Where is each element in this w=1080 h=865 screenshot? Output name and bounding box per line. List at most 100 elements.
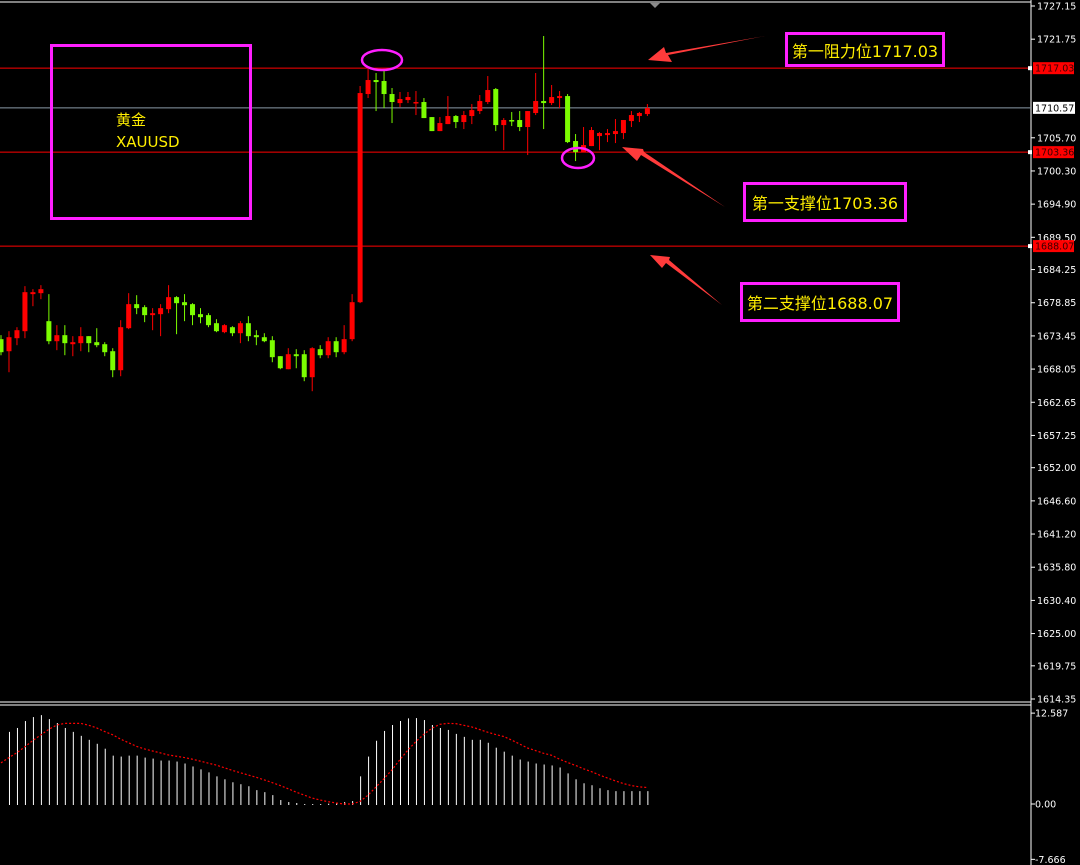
y-tick-label: 1705.70 <box>1037 133 1076 144</box>
candle-body <box>54 335 60 342</box>
candle-body <box>325 341 331 356</box>
candle-body <box>38 289 44 294</box>
candle-up <box>644 104 650 117</box>
y-tick-label: 1668.05 <box>1037 365 1076 376</box>
candle-down <box>94 328 100 348</box>
symbol-annotation-box: 黄金 XAUUSD <box>50 44 252 220</box>
candle-up <box>397 92 403 108</box>
candle-up <box>461 111 467 130</box>
candle-body <box>213 323 219 332</box>
candle-body <box>166 297 172 310</box>
y-tick-label: 1614.35 <box>1037 695 1076 706</box>
candle-down <box>421 98 427 119</box>
candle-up <box>365 69 371 99</box>
candle-body <box>453 116 459 123</box>
high-highlight-ellipse <box>360 48 404 72</box>
candle-up <box>325 337 331 359</box>
candle-body <box>517 120 523 128</box>
candle-body <box>174 297 180 304</box>
candle-down <box>541 35 547 130</box>
indicator-tick-label: 0.00 <box>1035 800 1056 811</box>
y-tick-label: 1700.30 <box>1037 166 1076 177</box>
candle-up <box>469 104 475 125</box>
candle-body <box>589 130 595 147</box>
candle-down <box>301 350 307 382</box>
candle-up <box>405 92 411 104</box>
y-tick-label: 1678.85 <box>1037 298 1076 309</box>
candle-down <box>261 333 267 343</box>
candle-body <box>437 123 443 132</box>
candle-up <box>628 111 634 128</box>
candle-down <box>142 305 148 323</box>
candle-down <box>86 336 92 353</box>
candle-body <box>158 308 164 315</box>
candle-up <box>30 289 36 307</box>
candle-body <box>349 302 355 340</box>
level-price-tag <box>1033 146 1074 159</box>
candle-body <box>221 325 227 333</box>
candle-down <box>0 335 4 356</box>
candle-body <box>501 120 507 126</box>
candle-down <box>517 111 523 132</box>
level-price-tag-text: 1703.36 <box>1035 148 1074 159</box>
candle-body <box>14 330 20 339</box>
indicator-tick-label: 12.587 <box>1035 709 1068 720</box>
level-marker-icon <box>1028 244 1032 249</box>
candle-body <box>126 304 132 329</box>
candle-down <box>182 294 188 322</box>
candle-up <box>445 96 451 125</box>
y-tick-label: 1646.60 <box>1037 496 1076 507</box>
candle-down <box>205 313 211 328</box>
y-tick-label: 1694.90 <box>1037 200 1076 211</box>
level-price-tag-text: 1717.03 <box>1035 64 1074 75</box>
candle-down <box>198 308 203 324</box>
candle-up <box>349 294 355 342</box>
candle-body <box>357 93 363 303</box>
candle-body <box>477 101 483 112</box>
candle-up <box>6 331 12 373</box>
candle-down <box>317 345 323 359</box>
candle-up <box>413 91 419 116</box>
candle-body <box>205 315 211 326</box>
y-tick-label: 1657.25 <box>1037 431 1076 442</box>
chart-shift-marker-icon[interactable] <box>650 3 660 8</box>
candle-down <box>46 294 52 345</box>
candle-body <box>78 336 84 344</box>
current-price-tag-text: 1710.57 <box>1035 103 1074 114</box>
candle-body <box>118 327 124 371</box>
candle-body <box>261 337 267 342</box>
candle-down <box>389 88 395 124</box>
y-tick-label: 1652.00 <box>1037 463 1076 474</box>
candle-body <box>134 304 140 309</box>
y-tick-label: 1625.00 <box>1037 629 1076 640</box>
y-tick-label: 1684.25 <box>1037 265 1076 276</box>
candle-down <box>293 349 299 369</box>
candle-body <box>397 99 403 104</box>
candle-body <box>445 116 451 125</box>
arrow-icon <box>648 36 765 62</box>
candle-body <box>485 90 491 103</box>
candle-body <box>190 304 196 316</box>
candle-up <box>22 286 28 339</box>
candle-body <box>333 341 339 353</box>
candle-up <box>70 336 76 357</box>
candle-body <box>6 337 12 352</box>
candle-body <box>573 141 579 153</box>
indicator-pane <box>0 715 649 805</box>
y-tick-label: 1662.65 <box>1037 398 1076 409</box>
symbol-code: XAUUSD <box>116 133 180 151</box>
candle-body <box>22 292 28 332</box>
y-tick-label: 1619.75 <box>1037 661 1076 672</box>
candle-body <box>597 133 602 137</box>
candle-body <box>46 321 52 342</box>
candle-up <box>221 324 227 334</box>
candle-down <box>190 303 196 326</box>
candle-up <box>341 325 347 355</box>
candle-body <box>628 115 634 122</box>
candle-body <box>245 323 251 337</box>
candle-up <box>612 119 618 144</box>
candle-up <box>477 95 483 115</box>
level-lines <box>0 67 1031 247</box>
support-2-label: 第二支撑位1688.07 <box>740 282 900 322</box>
